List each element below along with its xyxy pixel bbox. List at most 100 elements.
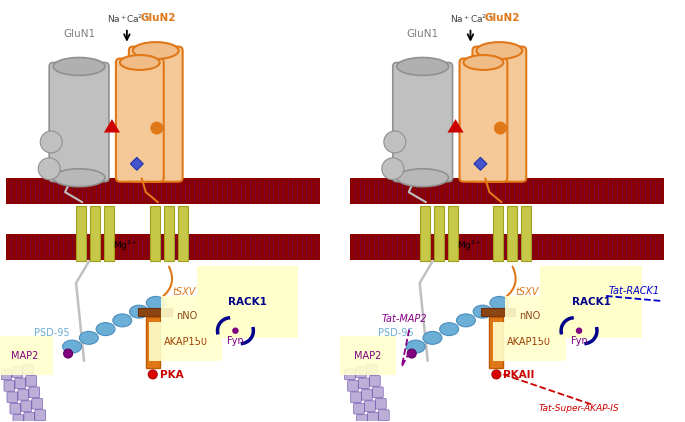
Text: AKAP150: AKAP150 <box>508 337 551 346</box>
FancyBboxPatch shape <box>35 410 46 420</box>
Ellipse shape <box>456 314 475 327</box>
Text: tSXV: tSXV <box>172 287 195 297</box>
Bar <box>6 178 320 204</box>
Text: Fyn: Fyn <box>571 335 588 346</box>
FancyBboxPatch shape <box>138 308 172 316</box>
Text: PKAII: PKAII <box>503 370 535 380</box>
Polygon shape <box>447 119 464 133</box>
Text: PSD-95: PSD-95 <box>378 327 414 338</box>
FancyBboxPatch shape <box>369 376 380 386</box>
FancyBboxPatch shape <box>32 398 42 409</box>
FancyBboxPatch shape <box>4 381 15 391</box>
FancyBboxPatch shape <box>362 390 372 400</box>
FancyBboxPatch shape <box>508 206 517 261</box>
FancyBboxPatch shape <box>13 415 24 422</box>
Ellipse shape <box>79 331 98 344</box>
FancyBboxPatch shape <box>473 46 526 182</box>
Ellipse shape <box>113 314 132 327</box>
Text: Tat-Super-AKAP-IS: Tat-Super-AKAP-IS <box>538 404 619 413</box>
Text: GluN2: GluN2 <box>141 13 177 23</box>
Bar <box>350 178 664 204</box>
Ellipse shape <box>96 323 115 335</box>
FancyBboxPatch shape <box>482 308 515 316</box>
Text: GluN1: GluN1 <box>63 29 95 39</box>
Text: Fyn: Fyn <box>227 335 244 346</box>
Ellipse shape <box>232 327 238 334</box>
Ellipse shape <box>397 169 449 187</box>
FancyBboxPatch shape <box>434 206 444 261</box>
FancyBboxPatch shape <box>26 376 36 386</box>
FancyBboxPatch shape <box>104 206 114 261</box>
FancyBboxPatch shape <box>90 206 100 261</box>
Ellipse shape <box>40 131 62 153</box>
Ellipse shape <box>494 122 507 135</box>
Ellipse shape <box>53 169 105 187</box>
FancyBboxPatch shape <box>521 206 532 261</box>
FancyBboxPatch shape <box>1 369 12 380</box>
FancyBboxPatch shape <box>129 46 183 182</box>
FancyBboxPatch shape <box>356 367 366 377</box>
FancyBboxPatch shape <box>357 415 367 422</box>
FancyBboxPatch shape <box>12 367 23 377</box>
FancyBboxPatch shape <box>353 403 364 414</box>
Text: PKA: PKA <box>160 370 184 380</box>
Ellipse shape <box>464 55 503 70</box>
Ellipse shape <box>473 305 492 318</box>
Ellipse shape <box>397 57 449 76</box>
Ellipse shape <box>133 42 179 59</box>
FancyBboxPatch shape <box>493 206 503 261</box>
Ellipse shape <box>129 305 149 318</box>
Text: nNOS: nNOS <box>175 311 203 321</box>
Text: Tat-RACK1: Tat-RACK1 <box>608 286 660 296</box>
Ellipse shape <box>477 42 522 59</box>
FancyBboxPatch shape <box>366 364 377 375</box>
FancyBboxPatch shape <box>177 206 188 261</box>
Polygon shape <box>474 157 487 170</box>
FancyBboxPatch shape <box>116 59 164 182</box>
Text: AKAP150: AKAP150 <box>164 337 208 346</box>
FancyBboxPatch shape <box>15 378 26 389</box>
Text: MAP2: MAP2 <box>354 351 382 360</box>
FancyBboxPatch shape <box>146 317 160 368</box>
Text: Na$^+$: Na$^+$ <box>451 13 471 25</box>
FancyBboxPatch shape <box>382 421 393 422</box>
FancyBboxPatch shape <box>21 401 32 411</box>
Ellipse shape <box>38 158 60 180</box>
Ellipse shape <box>382 158 403 180</box>
Text: Ca$^{2+}$: Ca$^{2+}$ <box>126 12 150 25</box>
FancyBboxPatch shape <box>164 206 174 261</box>
Text: GluN2: GluN2 <box>484 13 520 23</box>
Ellipse shape <box>64 349 73 358</box>
Text: nNOS: nNOS <box>519 311 547 321</box>
FancyBboxPatch shape <box>23 364 34 375</box>
FancyBboxPatch shape <box>38 421 49 422</box>
FancyBboxPatch shape <box>7 392 18 403</box>
FancyBboxPatch shape <box>358 378 369 389</box>
Ellipse shape <box>490 296 509 309</box>
Ellipse shape <box>148 370 158 379</box>
Text: MAP2: MAP2 <box>10 351 38 360</box>
Text: PSD-95: PSD-95 <box>34 327 70 338</box>
FancyBboxPatch shape <box>373 387 383 398</box>
Ellipse shape <box>384 131 406 153</box>
Ellipse shape <box>440 323 459 335</box>
Text: tSXV: tSXV <box>516 287 539 297</box>
FancyBboxPatch shape <box>347 381 358 391</box>
Text: Tat-MAP2: Tat-MAP2 <box>382 314 427 324</box>
Ellipse shape <box>53 57 105 76</box>
FancyBboxPatch shape <box>76 206 86 261</box>
FancyBboxPatch shape <box>10 403 21 414</box>
FancyBboxPatch shape <box>447 206 458 261</box>
Polygon shape <box>104 119 120 133</box>
Ellipse shape <box>492 370 501 379</box>
Text: Ca$^{2+}$: Ca$^{2+}$ <box>470 12 493 25</box>
Text: Na$^+$: Na$^+$ <box>107 13 127 25</box>
FancyBboxPatch shape <box>489 317 503 368</box>
FancyBboxPatch shape <box>150 206 160 261</box>
Polygon shape <box>130 157 143 170</box>
Ellipse shape <box>576 327 582 334</box>
FancyBboxPatch shape <box>364 401 375 411</box>
Text: RACK1: RACK1 <box>571 297 610 307</box>
FancyBboxPatch shape <box>375 398 386 409</box>
Ellipse shape <box>423 331 442 344</box>
